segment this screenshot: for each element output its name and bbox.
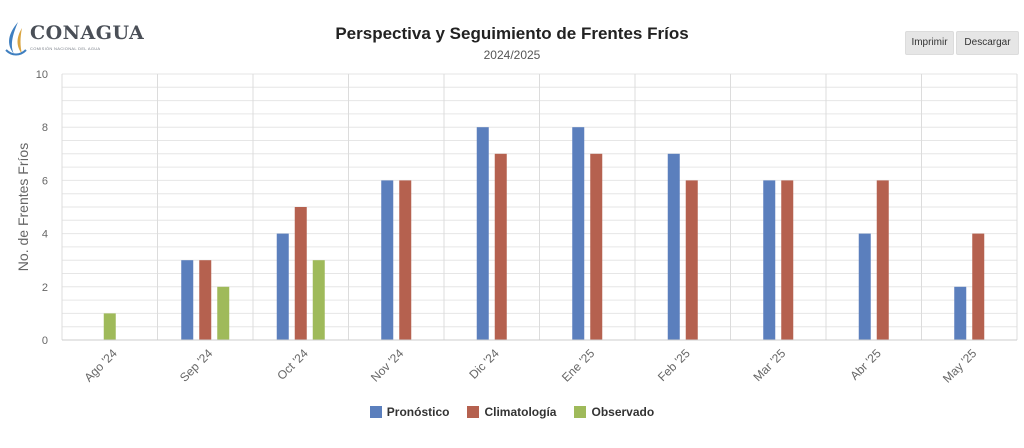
bar-pronostico-2[interactable]	[276, 233, 289, 340]
bar-pronostico-9[interactable]	[954, 286, 967, 340]
bar-climatologia-6[interactable]	[685, 180, 698, 340]
bar-pronostico-7[interactable]	[763, 180, 776, 340]
y-tick-label: 4	[42, 229, 48, 241]
download-button[interactable]: Descargar	[956, 31, 1019, 55]
chart-legend: Pronóstico Climatología Observado	[0, 405, 1024, 419]
y-tick-label: 2	[42, 282, 48, 294]
logo-text: CONAGUA	[30, 22, 145, 44]
bars-layer	[103, 127, 985, 340]
legend-label: Pronóstico	[386, 405, 450, 419]
x-tick-label: Sep '24	[177, 346, 216, 385]
legend-swatch	[574, 406, 587, 418]
y-tick-label: 8	[42, 122, 48, 134]
bar-observado-0[interactable]	[103, 313, 116, 340]
bar-climatologia-7[interactable]	[781, 180, 794, 340]
bar-pronostico-4[interactable]	[476, 127, 489, 340]
y-tick-label: 0	[42, 335, 48, 347]
conagua-logo: CONAGUA COMISIÓN NACIONAL DEL AGUA	[4, 20, 144, 60]
chart-subtitle: 2024/2025	[483, 48, 541, 62]
x-tick-label: Oct '24	[274, 346, 311, 383]
x-tick-label: May '25	[940, 346, 980, 386]
legend-label: Observado	[591, 405, 655, 419]
bar-pronostico-1[interactable]	[181, 260, 194, 340]
legend-item[interactable]: Pronóstico	[369, 405, 450, 419]
bar-climatologia-9[interactable]	[972, 233, 985, 340]
bar-pronostico-5[interactable]	[572, 127, 585, 340]
bar-climatologia-3[interactable]	[399, 180, 412, 340]
legend-label: Climatología	[484, 405, 557, 419]
y-tick-label: 6	[42, 175, 48, 187]
legend-swatch	[369, 406, 382, 418]
y-tick-label: 10	[36, 69, 48, 81]
legend-swatch	[467, 406, 480, 418]
bar-observado-1[interactable]	[217, 286, 230, 340]
legend-item[interactable]: Observado	[574, 405, 654, 419]
print-button[interactable]: Imprimir	[905, 31, 954, 55]
bar-climatologia-5[interactable]	[590, 153, 603, 340]
bar-pronostico-8[interactable]	[858, 233, 871, 340]
bar-climatologia-2[interactable]	[294, 207, 307, 340]
logo-subtext: COMISIÓN NACIONAL DEL AGUA	[30, 46, 101, 51]
bar-climatologia-1[interactable]	[199, 260, 212, 340]
legend-item[interactable]: Climatología	[467, 405, 556, 419]
bar-pronostico-3[interactable]	[381, 180, 394, 340]
bar-climatologia-8[interactable]	[876, 180, 889, 340]
x-tick-label: Ago '24	[81, 346, 120, 385]
x-tick-label: Ene '25	[559, 346, 598, 385]
y-axis-label: No. de Frentes Fríos	[15, 143, 31, 271]
x-tick-label: Dic '24	[466, 346, 502, 382]
chart-title: Perspectiva y Seguimiento de Frentes Frí…	[335, 24, 689, 43]
bar-pronostico-6[interactable]	[667, 153, 680, 340]
x-tick-label: Feb '25	[655, 346, 693, 384]
bar-climatologia-4[interactable]	[494, 153, 507, 340]
x-tick-label: Nov '24	[368, 346, 407, 385]
x-tick-label: Mar '25	[750, 346, 788, 384]
x-tick-label: Abr '25	[847, 346, 884, 383]
bar-observado-2[interactable]	[312, 260, 325, 340]
water-drop-icon	[5, 22, 27, 56]
